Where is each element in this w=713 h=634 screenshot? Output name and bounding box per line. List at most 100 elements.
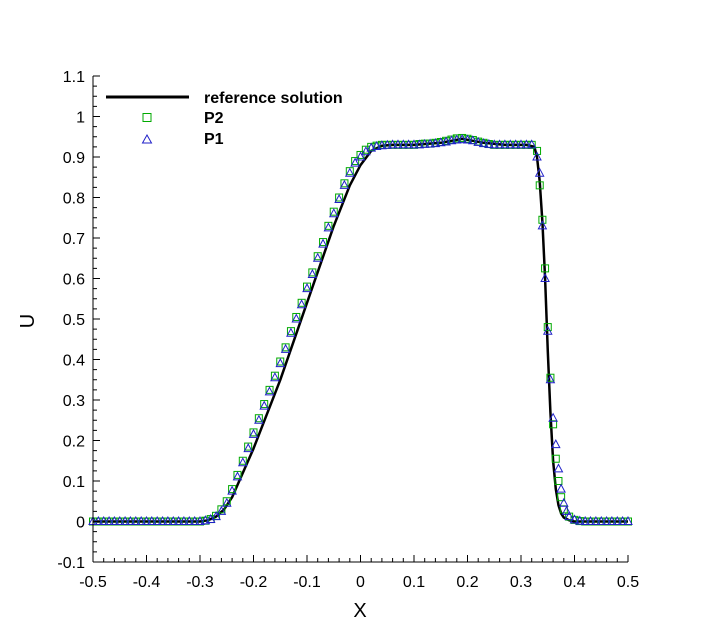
- p2-data-point: [308, 268, 317, 277]
- p2-data-point: [276, 357, 285, 366]
- p1-data-point: [157, 515, 168, 525]
- p1-data-point: [409, 139, 419, 149]
- p1-data-point: [114, 515, 125, 525]
- p2-data-point: [297, 298, 306, 307]
- p1-data-point: [189, 515, 200, 525]
- p1-data-point: [537, 220, 548, 230]
- p1-data-point: [382, 139, 393, 149]
- p1-data-point: [141, 515, 152, 525]
- p2-data-point: [546, 373, 555, 382]
- p1-data-point: [521, 139, 532, 149]
- p2-data-point: [541, 264, 550, 273]
- p1-data-point: [302, 283, 312, 293]
- p1-data-point: [612, 515, 623, 525]
- p2-data-point: [265, 385, 274, 394]
- y-tick-label: 0.5: [63, 312, 85, 329]
- y-axis-title: U: [17, 314, 39, 328]
- x-tick-label: -0.1: [293, 574, 321, 591]
- p2-data-point: [535, 181, 544, 190]
- p1-data-point: [451, 134, 462, 144]
- p2-data-point: [543, 323, 552, 332]
- p1-data-point: [286, 327, 296, 337]
- y-tick-label: 0.4: [63, 353, 85, 370]
- p1-data-point: [462, 134, 473, 144]
- p1-data-point: [93, 515, 104, 525]
- legend: reference solution P2 P1: [106, 90, 343, 148]
- p1-data-point: [510, 139, 521, 149]
- p1-data-point: [163, 515, 173, 525]
- legend-label-p1: P1: [204, 131, 224, 148]
- y-tick-label: 0.2: [63, 434, 85, 451]
- legend-label-reference: reference solution: [204, 90, 343, 107]
- p1-data-point: [545, 374, 556, 384]
- legend-marker-p2: [142, 113, 152, 122]
- p1-data-point: [109, 515, 120, 525]
- p1-data-point: [550, 439, 561, 449]
- p1-data-point: [179, 515, 189, 525]
- p2-data-point: [286, 327, 295, 336]
- p2-data-point: [254, 414, 263, 423]
- p1-data-point: [120, 515, 130, 525]
- p1-data-point: [136, 515, 147, 525]
- p1-data-point: [334, 193, 344, 203]
- p1-data-point: [125, 515, 136, 525]
- p1-data-point: [419, 138, 430, 148]
- p1-data-point: [104, 515, 114, 525]
- p1-data-point: [323, 222, 334, 232]
- p1-data-point: [318, 238, 328, 248]
- x-tick-label: -0.5: [79, 574, 107, 591]
- p2-data-point: [313, 252, 322, 261]
- p1-data-point: [623, 515, 633, 525]
- p2-data-point: [340, 179, 349, 188]
- x-tick-label: -0.3: [186, 574, 214, 591]
- x-tick-label: 0.4: [563, 574, 585, 591]
- p1-data-point: [580, 515, 591, 525]
- p2-data-point: [319, 238, 328, 247]
- p1-data-point: [467, 135, 478, 145]
- p2-data-point: [554, 477, 563, 485]
- p1-data-point: [542, 325, 553, 335]
- p2-data-point: [222, 497, 231, 506]
- p1-data-point: [275, 358, 286, 368]
- p1-data-point: [259, 400, 270, 410]
- p1-data-point: [553, 463, 564, 473]
- p1-data-point: [243, 443, 254, 453]
- p2-data-point: [533, 146, 542, 155]
- p2-data-point: [557, 493, 566, 502]
- p1-data-point: [425, 138, 435, 148]
- p1-data-point: [387, 139, 398, 149]
- p1-data-point: [601, 515, 612, 525]
- p1-data-point: [254, 414, 264, 424]
- legend-marker-p1: [141, 133, 153, 144]
- p1-data-point: [296, 299, 307, 309]
- p1-data-point: [441, 136, 451, 146]
- y-tick-label: 0: [76, 515, 85, 532]
- p1-data-point: [494, 139, 505, 149]
- p1-data-point: [446, 135, 457, 145]
- p1-data-point: [195, 515, 205, 525]
- p1-data-point: [184, 515, 195, 525]
- p1-data-point: [237, 457, 248, 467]
- y-tick-label: 0.9: [63, 150, 85, 167]
- p1-data-point: [350, 157, 360, 167]
- series-line-reference-solution: [93, 137, 628, 523]
- p1-data-point: [607, 515, 617, 525]
- p1-data-point: [534, 167, 545, 177]
- p1-data-point: [227, 485, 237, 495]
- p1-data-point: [168, 515, 179, 525]
- p1-data-point: [328, 208, 339, 218]
- y-tick-label: 1: [76, 110, 85, 127]
- x-tick-label: 0.1: [403, 574, 425, 591]
- p2-data-point: [351, 157, 360, 166]
- p1-data-point: [312, 252, 323, 262]
- y-tick-label: 0.3: [63, 393, 85, 410]
- p1-data-point: [130, 515, 141, 525]
- p1-data-point: [98, 515, 109, 525]
- p1-data-point: [398, 139, 409, 149]
- p2-data-point: [233, 470, 242, 479]
- p1-data-point: [569, 514, 580, 524]
- p1-data-point: [355, 151, 366, 161]
- p2-data-point: [244, 442, 253, 451]
- p2-data-point: [361, 145, 370, 154]
